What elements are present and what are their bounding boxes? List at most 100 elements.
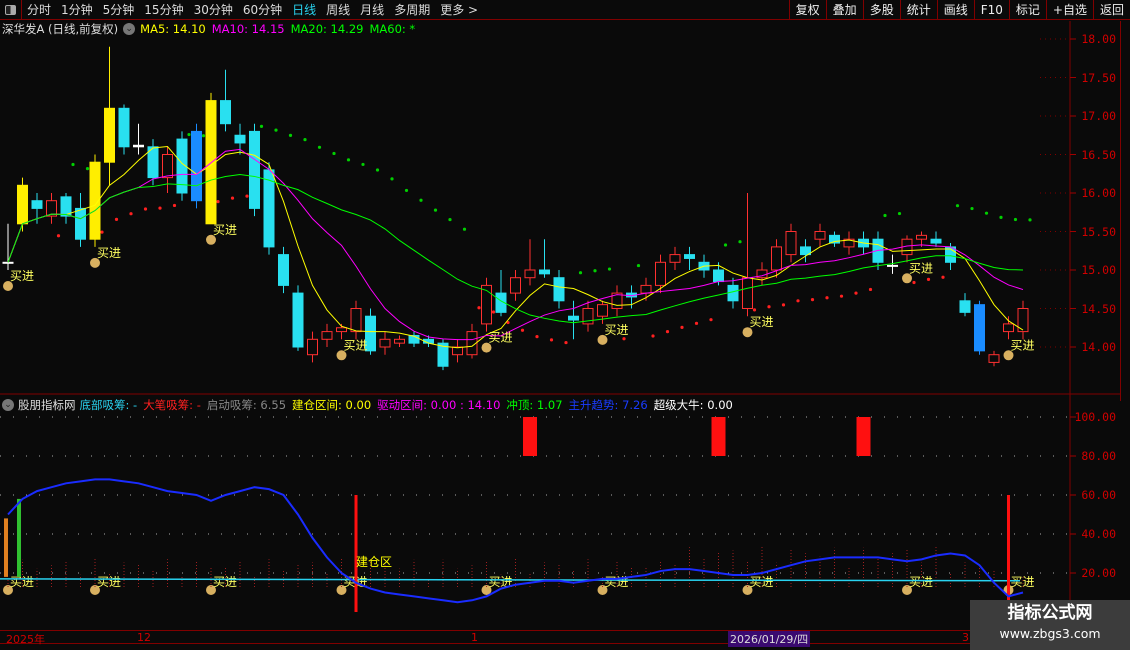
top-toolbar: 分时 1分钟 5分钟 15分钟 30分钟 60分钟 日线 周线 月线 多周期 更多 > 复权 叠加 多股… xyxy=(0,0,1130,20)
money-bag-icon xyxy=(742,585,753,595)
money-bag-icon xyxy=(336,585,347,595)
money-bag-icon xyxy=(336,350,347,361)
money-bag-icon xyxy=(597,334,608,345)
sar-dot xyxy=(694,321,699,325)
period-tab[interactable]: 周线 xyxy=(326,3,351,17)
money-bag-icon xyxy=(902,273,912,284)
price-axis-label: 15.50 xyxy=(1081,224,1116,239)
sar-dot xyxy=(883,213,887,218)
toolbar-button[interactable]: 复权 xyxy=(788,0,826,20)
candle-body xyxy=(1003,323,1014,333)
sar-dot xyxy=(187,132,191,137)
candle-body xyxy=(582,308,594,325)
period-tab[interactable]: 15分钟 xyxy=(144,3,184,17)
candle-body xyxy=(539,269,550,275)
toolbar-button[interactable]: 叠加 xyxy=(825,0,863,20)
buy-signal-label: 买进 xyxy=(750,315,774,329)
indicator-axis-label: 40.00 xyxy=(1081,527,1116,541)
sar-dot xyxy=(752,308,757,312)
sar-dot xyxy=(274,128,278,132)
sar-dot xyxy=(651,334,655,338)
candle-body xyxy=(466,331,478,356)
toolbar-button[interactable]: 画线 xyxy=(936,0,974,20)
chevron-down-icon[interactable]: ⌄ xyxy=(123,23,136,35)
money-bag-icon xyxy=(481,342,492,353)
buy-signal-label: 买进 xyxy=(909,575,933,589)
date-label: 12 xyxy=(137,631,151,644)
candle-body xyxy=(452,346,463,356)
sar-dot xyxy=(245,194,249,198)
period-tab[interactable]: 日线 xyxy=(292,3,317,17)
ma-label: MA5: 14.10 xyxy=(140,22,206,36)
sar-dot xyxy=(129,212,133,216)
sar-dot xyxy=(636,263,641,268)
money-bag-icon xyxy=(3,585,13,595)
sar-dot xyxy=(825,296,829,300)
candle-body xyxy=(118,107,130,148)
sar-dot xyxy=(738,240,742,244)
money-bag-icon xyxy=(206,234,216,245)
panel-icon xyxy=(5,4,16,15)
candle-body xyxy=(597,304,608,317)
candle-body xyxy=(89,161,101,240)
sar-dot xyxy=(216,200,220,204)
toolbar-button[interactable]: +自选 xyxy=(1045,0,1093,20)
period-tab[interactable]: 60分钟 xyxy=(242,3,283,17)
toolbar-button[interactable]: 多股 xyxy=(862,0,900,20)
indicator-axis-label: 60.00 xyxy=(1081,488,1116,502)
sar-dot xyxy=(158,206,162,210)
candle-body xyxy=(568,315,579,321)
super-bull-bar xyxy=(856,417,871,456)
candle-body xyxy=(553,277,565,302)
sar-dot xyxy=(709,318,713,322)
sar-dot xyxy=(839,294,844,298)
period-tab[interactable]: 5分钟 xyxy=(102,3,135,17)
indicator-value: 驱动区间: 0.00 : 14.10 xyxy=(377,398,501,412)
panel-toggle-button[interactable] xyxy=(0,0,22,20)
toolbar-button[interactable]: 返回 xyxy=(1092,0,1130,20)
candle-body xyxy=(75,207,86,240)
candle-body xyxy=(495,292,507,313)
sar-dot xyxy=(172,203,177,208)
candle-body xyxy=(234,134,246,144)
candle-body xyxy=(321,331,333,340)
price-axis-label: 17.50 xyxy=(1081,70,1116,85)
period-tab[interactable]: 30分钟 xyxy=(193,3,233,17)
zone-label: 建仓区 xyxy=(356,555,392,569)
sar-dot xyxy=(622,337,626,341)
sar-dot xyxy=(520,328,525,332)
buy-signal-label: 买进 xyxy=(1011,575,1035,589)
sar-dot xyxy=(665,330,670,334)
period-tab[interactable]: 多周期 xyxy=(394,3,431,17)
indicator-name: 股朋指标网 xyxy=(18,398,76,412)
candle-body xyxy=(147,146,159,179)
toolbar-button[interactable]: 统计 xyxy=(899,0,937,20)
trend-line xyxy=(7,478,1024,604)
candle-body xyxy=(437,342,449,367)
period-tab[interactable]: 更多 > xyxy=(440,3,479,17)
candle-body xyxy=(365,315,376,352)
sar-dot xyxy=(303,138,307,142)
sar-dot xyxy=(796,299,800,303)
signal-bar xyxy=(17,498,21,577)
sar-dot xyxy=(535,335,539,339)
candle-body xyxy=(611,292,623,310)
sar-dot xyxy=(85,167,90,171)
chevron-down-icon[interactable]: ⌄ xyxy=(2,399,14,411)
watermark: 指标公式网 www.zbgs3.com xyxy=(970,600,1130,650)
sar-dot xyxy=(810,298,815,302)
candle-body xyxy=(1017,308,1029,333)
side-panel-tabs[interactable] xyxy=(1120,21,1130,401)
period-tab[interactable]: 月线 xyxy=(360,3,385,17)
candle-body xyxy=(104,107,115,163)
date-label: 3 xyxy=(962,631,969,644)
toolbar-button[interactable]: 标记 xyxy=(1008,0,1046,20)
toolbar-button[interactable]: F10 xyxy=(973,0,1009,20)
candle-body xyxy=(307,338,318,356)
period-tab[interactable]: 分时 xyxy=(27,3,52,17)
period-tab[interactable]: 1分钟 xyxy=(61,3,93,17)
candle-body xyxy=(336,327,347,333)
sar-dot xyxy=(970,206,974,211)
sar-dot xyxy=(143,207,148,211)
